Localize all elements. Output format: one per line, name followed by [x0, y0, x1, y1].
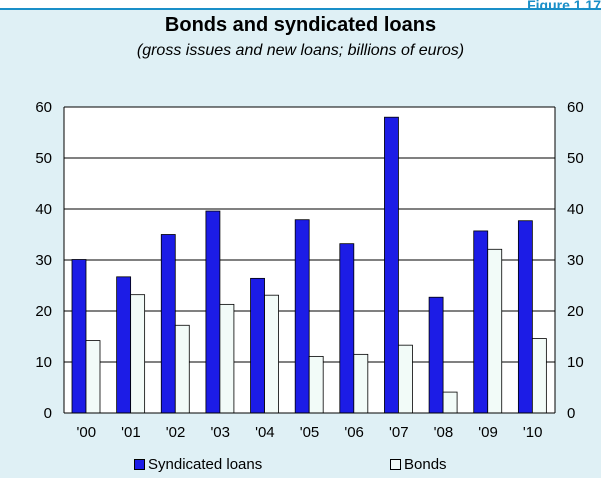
x-tick-label: '09 — [478, 424, 498, 441]
y-tick-label-left: 10 — [35, 354, 52, 371]
x-tick-label: '10 — [523, 424, 543, 441]
x-tick-label: '03 — [210, 424, 230, 441]
legend: Syndicated loans Bonds — [0, 456, 601, 474]
x-tick-label: '07 — [389, 424, 409, 441]
bar-bonds — [264, 294, 279, 414]
chart-subtitle: (gross issues and new loans; billions of… — [136, 42, 465, 59]
bar-loans — [339, 243, 355, 414]
x-tick-label: '06 — [344, 424, 364, 441]
bar-bonds — [308, 355, 324, 414]
bar-loans — [250, 277, 265, 414]
y-tick-label-right: 10 — [567, 354, 584, 371]
bar-bonds — [398, 344, 413, 414]
bar-loans — [205, 210, 221, 414]
legend-label-loans: Syndicated loans — [148, 456, 263, 473]
legend-item-bonds: Bonds — [390, 456, 447, 473]
y-tick-label-left: 60 — [35, 99, 52, 116]
y-tick-label-right: 0 — [567, 405, 575, 422]
y-tick-label-right: 60 — [567, 99, 584, 116]
bar-loans — [116, 276, 132, 414]
figure-label: Figure 1.17 — [527, 0, 601, 13]
x-tick-label: '05 — [300, 424, 320, 441]
y-tick-label-right: 30 — [567, 252, 584, 269]
y-tick-label-right: 50 — [567, 150, 584, 167]
bar-loans — [294, 219, 310, 414]
bar-loans — [384, 116, 399, 414]
chart-title: Bonds and syndicated loans — [164, 14, 437, 36]
bar-bonds — [219, 303, 235, 414]
x-tick-label: '04 — [255, 424, 275, 441]
bar-loans — [160, 234, 176, 414]
x-tick-label: '02 — [166, 424, 186, 441]
bar-bonds — [531, 338, 547, 414]
y-tick-label-left: 40 — [35, 201, 52, 218]
legend-swatch-bonds — [390, 459, 401, 470]
bar-loans — [517, 220, 533, 414]
bar-bonds — [353, 353, 369, 414]
y-tick-label-right: 20 — [567, 303, 584, 320]
top-rule — [0, 8, 601, 10]
legend-item-loans: Syndicated loans — [134, 456, 262, 473]
y-tick-label-left: 30 — [35, 252, 52, 269]
y-tick-label-left: 50 — [35, 150, 52, 167]
bar-loans — [428, 296, 444, 414]
x-tick-label: '01 — [121, 424, 141, 441]
legend-swatch-loans — [134, 459, 145, 470]
bar-loans — [473, 230, 489, 414]
x-tick-label: '08 — [434, 424, 454, 441]
bar-bonds — [130, 294, 146, 414]
x-tick-label: '00 — [77, 424, 97, 441]
bar-bonds — [442, 391, 458, 414]
y-tick-label-right: 40 — [567, 201, 584, 218]
y-tick-label-left: 20 — [35, 303, 52, 320]
y-tick-label-left: 0 — [44, 405, 52, 422]
bar-bonds — [174, 324, 190, 414]
bar-bonds — [487, 248, 503, 414]
legend-label-bonds: Bonds — [404, 456, 447, 473]
bar-bonds — [85, 340, 101, 414]
bar-loans — [71, 259, 87, 414]
